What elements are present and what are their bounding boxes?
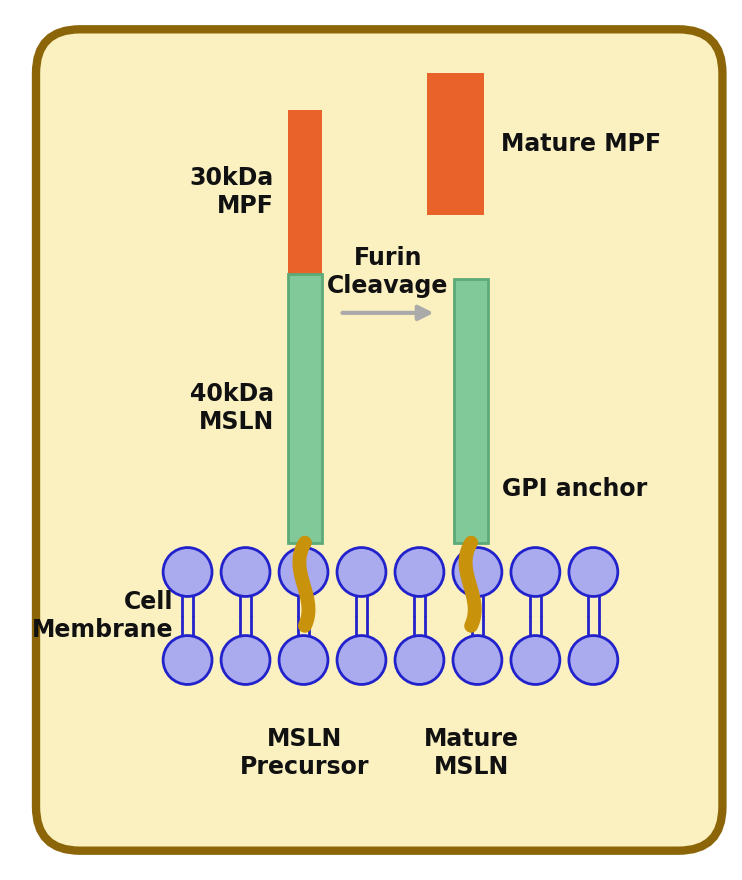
Circle shape xyxy=(395,547,444,597)
Circle shape xyxy=(221,547,270,597)
FancyBboxPatch shape xyxy=(36,29,723,851)
Bar xyxy=(288,274,322,543)
Text: 30kDa
MPF: 30kDa MPF xyxy=(190,166,274,218)
Circle shape xyxy=(279,547,328,597)
Circle shape xyxy=(453,635,502,685)
Circle shape xyxy=(569,635,618,685)
Circle shape xyxy=(163,635,212,685)
Circle shape xyxy=(279,635,328,685)
Text: Furin
Cleavage: Furin Cleavage xyxy=(327,246,449,298)
Bar xyxy=(288,111,322,274)
Text: MSLN
Precursor: MSLN Precursor xyxy=(240,727,370,779)
Circle shape xyxy=(569,547,618,597)
Text: Mature MPF: Mature MPF xyxy=(502,132,662,157)
Circle shape xyxy=(163,547,212,597)
Circle shape xyxy=(453,547,502,597)
Text: Cell
Membrane: Cell Membrane xyxy=(31,590,173,642)
Text: GPI anchor: GPI anchor xyxy=(502,477,647,501)
Text: 40kDa
MSLN: 40kDa MSLN xyxy=(190,382,274,434)
Circle shape xyxy=(221,635,270,685)
Circle shape xyxy=(337,547,386,597)
Text: Mature
MSLN: Mature MSLN xyxy=(424,727,519,779)
Circle shape xyxy=(511,635,560,685)
Bar xyxy=(427,73,484,215)
Circle shape xyxy=(395,635,444,685)
Bar xyxy=(454,279,488,543)
Circle shape xyxy=(511,547,560,597)
Circle shape xyxy=(337,635,386,685)
